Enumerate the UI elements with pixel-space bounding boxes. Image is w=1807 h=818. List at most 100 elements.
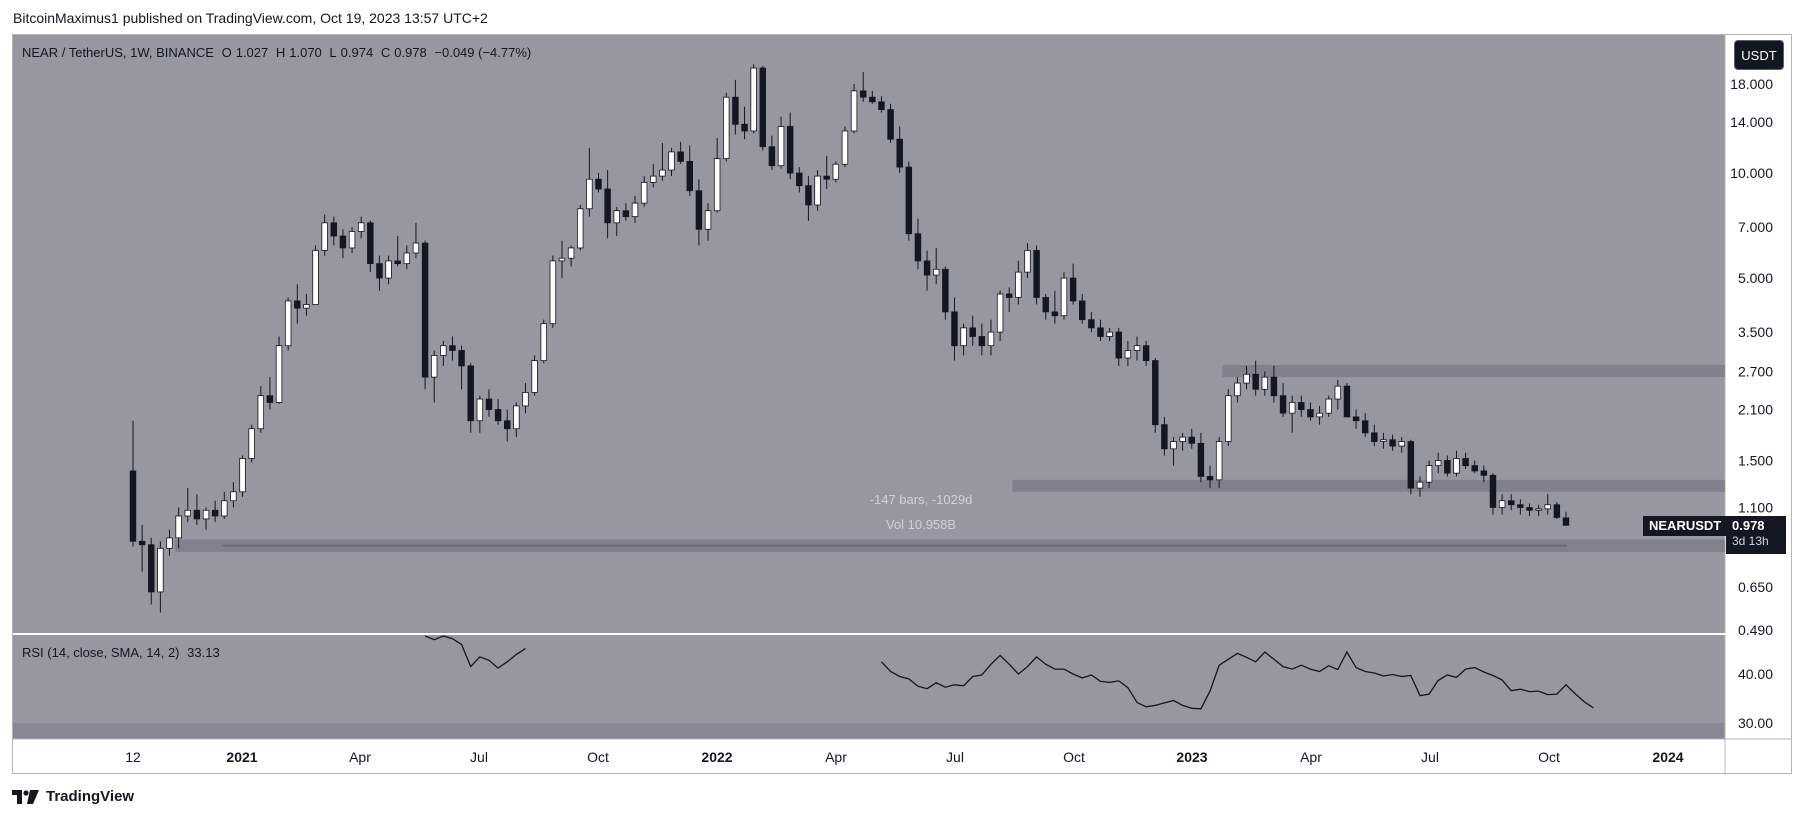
candle-body [741, 123, 748, 132]
ohlc-values: O 1.027 H 1.070 L 0.974 C 0.978 −0.049 (−4.7… [222, 45, 536, 60]
candle-body [239, 458, 246, 493]
candle-body [1343, 385, 1351, 418]
candle-body [951, 311, 958, 347]
candle-body [1088, 319, 1095, 329]
tradingview-brand[interactable]: TradingView [12, 788, 134, 805]
candle-body [1115, 331, 1122, 359]
candle-body [1352, 416, 1360, 422]
candle-body [723, 96, 730, 160]
measure-volume: Vol 10.958B [885, 517, 957, 532]
price-tick-label: 1.500 [1738, 452, 1773, 468]
candle-body [1489, 474, 1497, 508]
candle-body [1124, 350, 1132, 359]
candle-body [357, 222, 365, 232]
candle-body [1480, 470, 1488, 476]
rsi-label[interactable]: RSI (14, close, SMA, 14, 2) [22, 645, 180, 660]
candle-body [1060, 277, 1068, 317]
candle-body [1005, 293, 1013, 298]
candle-body [650, 175, 657, 183]
candle-body [713, 158, 721, 212]
candle-body [978, 336, 986, 347]
candle-body [604, 188, 611, 224]
candle-body [1161, 424, 1168, 450]
currency-button[interactable]: USDT [1734, 40, 1784, 70]
candle-body [1434, 460, 1442, 467]
candle-body [777, 126, 785, 167]
rsi-value: 33.13 [187, 645, 220, 660]
candle-body [996, 293, 1004, 333]
time-tick-label: Jul [946, 749, 964, 765]
candle-body [631, 202, 639, 218]
candle-body [221, 500, 228, 517]
time-tick-label: Jul [470, 749, 488, 765]
candle-body [1270, 376, 1278, 397]
candle-body [1553, 504, 1561, 518]
price-tick-label: 18.000 [1730, 76, 1773, 92]
candle-body [859, 90, 867, 98]
candle-body [175, 515, 182, 539]
candle-body [1407, 441, 1415, 489]
candle-body [449, 345, 456, 351]
measure-bars: -147 bars, -1029d [869, 492, 973, 507]
candle-body [905, 166, 913, 235]
candle-body [476, 398, 484, 422]
candle-body [1288, 402, 1296, 414]
time-tick-label: Apr [349, 749, 371, 765]
price-tick-label: 7.000 [1738, 219, 1773, 235]
support-zone [1012, 479, 1725, 492]
symbol-title[interactable]: NEAR / TetherUS, 1W, BINANCE [22, 45, 214, 60]
candle-body [567, 247, 575, 259]
candle-body [503, 420, 511, 430]
candle-body [704, 210, 712, 230]
price-tick-label: 1.100 [1738, 499, 1773, 515]
price-tick-label: 0.650 [1738, 579, 1773, 595]
candle-body [796, 172, 803, 187]
candle-body [1453, 458, 1460, 474]
candle-body [1079, 300, 1086, 321]
candle-body [1361, 420, 1369, 434]
rsi-tick-label: 40.00 [1738, 666, 1773, 682]
candle-body [421, 242, 429, 378]
candle-body [193, 509, 201, 520]
candle-body [303, 304, 310, 309]
candle-body [394, 260, 401, 265]
close-label: C [380, 45, 391, 60]
close-value: 0.978 [394, 45, 427, 60]
candle-body [1106, 331, 1113, 337]
candle-body [622, 210, 630, 218]
candle-body [458, 350, 465, 367]
candle-body [330, 222, 338, 237]
candle-body [1416, 481, 1424, 489]
candle-body [869, 96, 876, 103]
candle-body [284, 300, 292, 347]
candle-body [1371, 432, 1378, 442]
time-tick-label: Apr [1300, 749, 1322, 765]
price-tick-label: 0.490 [1738, 622, 1773, 638]
price-tick-label: 5.000 [1738, 270, 1773, 286]
candle-body [668, 151, 675, 171]
candle-body [248, 428, 255, 459]
candle-body [768, 146, 776, 167]
candle-body [1225, 395, 1232, 442]
candle-body [202, 509, 210, 520]
price-tick-label: 14.000 [1730, 114, 1773, 130]
candle-body [230, 491, 237, 502]
brand-name: TradingView [46, 788, 135, 805]
symbol-price-label: NEARUSDT [1643, 516, 1728, 536]
candle-body [494, 409, 502, 422]
measure-label: -147 bars, -1029d Vol 10.958B [836, 487, 1006, 537]
change-value: −0.049 (−4.77%) [434, 45, 532, 60]
tradingview-logo-icon [12, 789, 39, 804]
candle-body [513, 405, 520, 430]
candle-body [376, 263, 383, 279]
candle-body [412, 242, 420, 254]
candle-body [960, 327, 967, 347]
candle-body [211, 509, 219, 517]
candle-body [294, 300, 301, 309]
candle-body [814, 175, 821, 206]
candle-body [832, 163, 840, 180]
candle-body [1042, 297, 1049, 313]
candle-body [257, 395, 265, 430]
publisher-info: BitcoinMaximus1 published on TradingView… [13, 10, 488, 26]
